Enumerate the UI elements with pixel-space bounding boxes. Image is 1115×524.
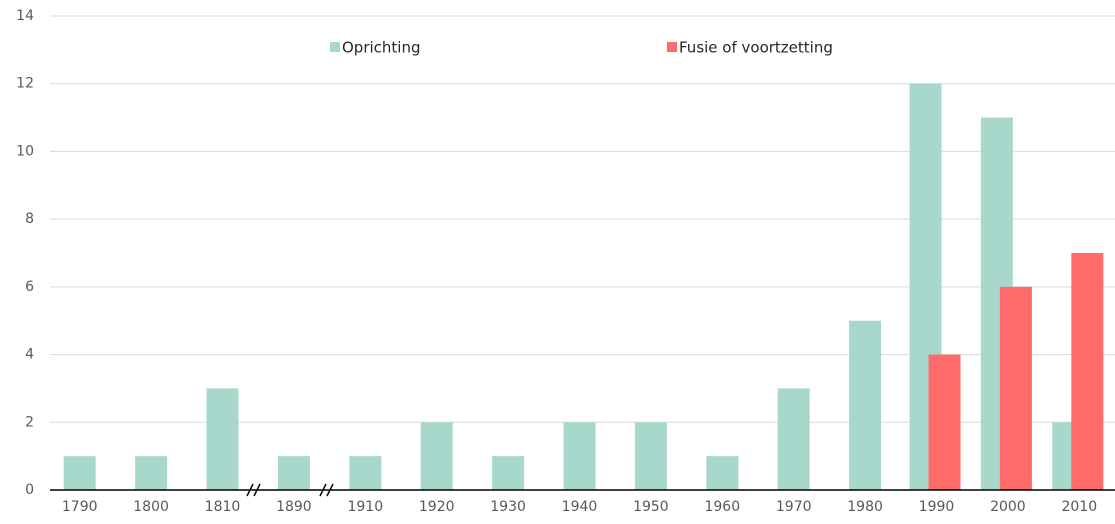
bar	[1071, 253, 1104, 490]
bar	[492, 456, 525, 490]
axis-break	[246, 483, 254, 497]
legend-label: Oprichting	[342, 39, 421, 57]
x-tick-label: 1920	[419, 499, 455, 515]
axis-break	[326, 483, 334, 497]
x-tick-label: 1910	[347, 499, 383, 515]
y-tick-label: 2	[25, 414, 34, 430]
x-tick-label: 1980	[847, 499, 883, 515]
bar	[928, 354, 961, 490]
legend-swatch	[330, 42, 340, 52]
x-tick-label: 1940	[562, 499, 598, 515]
bar	[420, 422, 453, 490]
bar	[63, 456, 96, 490]
bar	[706, 456, 739, 490]
x-tick-label: 1960	[704, 499, 740, 515]
axis-break	[319, 483, 327, 497]
bar	[349, 456, 382, 490]
y-tick-label: 0	[25, 482, 34, 498]
x-tick-label: 1890	[276, 499, 312, 515]
y-tick-label: 8	[25, 211, 34, 227]
y-tick-label: 10	[16, 143, 34, 159]
x-tick-label: 2000	[990, 499, 1026, 515]
x-tick-label: 1990	[919, 499, 955, 515]
x-tick-label: 1810	[205, 499, 241, 515]
x-tick-label: 1970	[776, 499, 812, 515]
bar	[563, 422, 596, 490]
x-tick-label: 1950	[633, 499, 669, 515]
legend-swatch	[667, 42, 677, 52]
x-tick-label: 1930	[490, 499, 526, 515]
x-tick-label: 2010	[1061, 499, 1097, 515]
axis-break	[253, 483, 261, 497]
bar	[999, 286, 1032, 490]
bar	[206, 388, 239, 490]
bar	[777, 388, 810, 490]
y-tick-label: 4	[25, 347, 34, 363]
bar	[634, 422, 667, 490]
bar	[277, 456, 310, 490]
y-tick-label: 14	[16, 8, 34, 24]
bar	[135, 456, 168, 490]
axis-breaks	[246, 483, 334, 497]
legend-label: Fusie of voortzetting	[679, 39, 833, 57]
bar	[849, 320, 882, 490]
y-tick-label: 6	[25, 279, 34, 295]
x-tick-label: 1800	[133, 499, 169, 515]
y-tick-label: 12	[16, 76, 34, 92]
x-tick-label: 1790	[62, 499, 98, 515]
